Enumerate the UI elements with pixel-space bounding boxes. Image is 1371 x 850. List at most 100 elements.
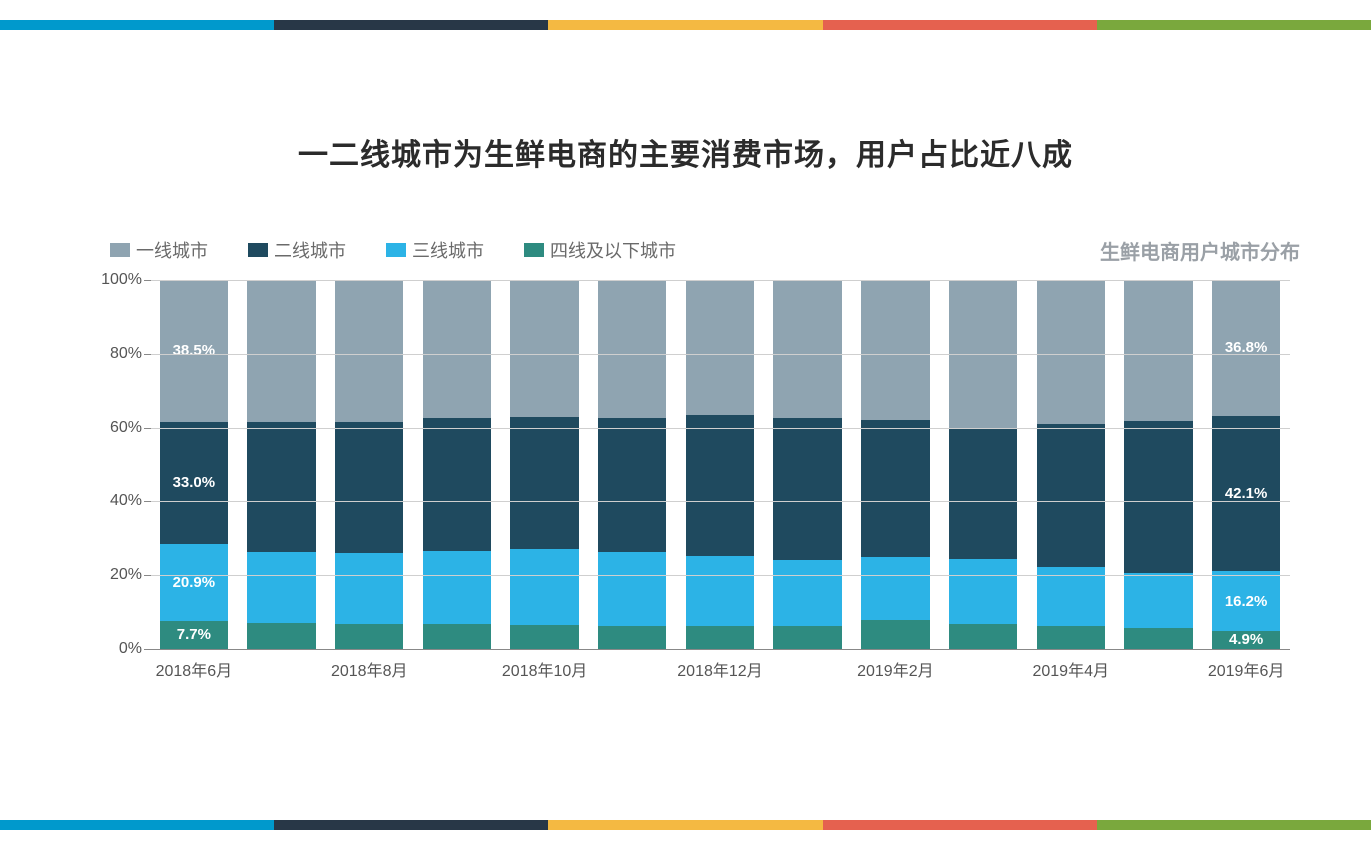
bar-segment — [1124, 628, 1192, 649]
bar-segment — [861, 420, 929, 557]
bar-segment: 38.5% — [160, 280, 228, 422]
bar-column — [413, 280, 501, 649]
stripe-segment — [0, 20, 274, 30]
x-tick-label — [238, 657, 326, 681]
x-tick-label — [1115, 657, 1203, 681]
stacked-bar — [1124, 280, 1192, 649]
bar-column — [1027, 280, 1115, 649]
stripe-segment — [823, 820, 1097, 830]
bar-column — [238, 280, 326, 649]
bar-segment — [335, 280, 403, 422]
stacked-bar — [510, 280, 578, 649]
bar-column — [939, 280, 1027, 649]
y-tick-label: 40% — [92, 492, 142, 510]
bar-segment — [510, 549, 578, 625]
stacked-bar — [861, 280, 929, 649]
bar-segment — [510, 280, 578, 417]
chart-subtitle: 生鲜电商用户城市分布 — [1100, 236, 1300, 265]
gridline — [150, 354, 1290, 355]
chart: 一线城市二线城市三线城市四线及以下城市生鲜电商用户城市分布 7.7%20.9%3… — [90, 235, 1300, 695]
bar-segment — [773, 560, 841, 626]
bar-column — [588, 280, 676, 649]
x-tick-label: 2018年12月 — [676, 657, 764, 681]
stacked-bar — [1037, 280, 1105, 649]
bar-column — [501, 280, 589, 649]
x-tick-label: 2019年4月 — [1027, 657, 1115, 681]
gridline — [150, 280, 1290, 281]
legend-row: 一线城市二线城市三线城市四线及以下城市生鲜电商用户城市分布 — [110, 235, 1300, 265]
stripe-segment — [1097, 20, 1371, 30]
bar-segment — [1037, 280, 1105, 424]
bar-segment — [949, 559, 1017, 624]
bar-segment: 16.2% — [1212, 571, 1280, 631]
stripe-segment — [1097, 820, 1371, 830]
gridline — [150, 428, 1290, 429]
y-tick-label: 80% — [92, 345, 142, 363]
stripe-segment — [548, 20, 822, 30]
y-tick-label: 0% — [92, 640, 142, 658]
bar-segment — [1124, 280, 1192, 421]
stacked-bar: 4.9% 16.2% 42.1% 36.8% — [1212, 280, 1280, 649]
bar-column: 7.7%20.9%33.0%38.5% — [150, 280, 238, 649]
y-tick-label: 20% — [92, 566, 142, 584]
bar-segment — [335, 553, 403, 624]
legend-label: 三线城市 — [412, 237, 484, 263]
stacked-bar — [335, 280, 403, 649]
legend-swatch — [524, 243, 544, 257]
x-axis-labels: 2018年6月 2018年8月 2018年10月 2018年12月 2019年2… — [150, 649, 1290, 681]
bar-segment — [335, 624, 403, 649]
bar-segment — [423, 280, 491, 418]
bar-segment — [949, 624, 1017, 649]
x-tick-label — [413, 657, 501, 681]
y-tick-label: 60% — [92, 419, 142, 437]
bar-segment — [686, 556, 754, 626]
bar-segment: 36.8% — [1212, 280, 1280, 416]
stacked-bar — [598, 280, 666, 649]
bar-segment — [598, 280, 666, 418]
bars-container: 7.7%20.9%33.0%38.5% 4.9% 16.2% 42.1% 36.8% — [150, 280, 1290, 649]
bar-segment — [423, 551, 491, 623]
bar-segment — [423, 418, 491, 551]
bar-segment-label: 4.9% — [1229, 631, 1263, 648]
x-tick-label: 2018年6月 — [150, 657, 238, 681]
bottom-stripe — [0, 820, 1371, 830]
bar-segment — [861, 620, 929, 649]
bar-segment — [510, 417, 578, 549]
bar-segment — [598, 626, 666, 649]
bar-segment: 7.7% — [160, 621, 228, 649]
x-tick-label: 2019年6月 — [1202, 657, 1290, 681]
stripe-segment — [0, 820, 274, 830]
x-tick-label — [588, 657, 676, 681]
bar-segment-label: 16.2% — [1225, 593, 1268, 610]
bar-segment — [686, 626, 754, 649]
gridline — [150, 575, 1290, 576]
legend-item: 四线及以下城市 — [524, 237, 676, 263]
stacked-bar — [773, 280, 841, 649]
bar-segment: 33.0% — [160, 422, 228, 544]
bar-segment — [773, 280, 841, 418]
bar-segment — [423, 624, 491, 649]
gridline — [150, 501, 1290, 502]
top-stripe — [0, 20, 1371, 30]
bar-segment — [686, 415, 754, 556]
bar-column — [852, 280, 940, 649]
stacked-bar — [247, 280, 315, 649]
bar-segment — [510, 625, 578, 649]
x-tick-label: 2019年2月 — [852, 657, 940, 681]
bar-segment — [1037, 567, 1105, 625]
legend-label: 二线城市 — [274, 237, 346, 263]
stripe-segment — [548, 820, 822, 830]
legend-swatch — [248, 243, 268, 257]
bar-column — [764, 280, 852, 649]
plot-inner: 7.7%20.9%33.0%38.5%4.9%16.2%42.1%36.8% 2… — [150, 280, 1290, 650]
bar-segment — [1037, 626, 1105, 649]
stacked-bar — [686, 280, 754, 649]
bar-segment — [335, 422, 403, 553]
slide-title: 一二线城市为生鲜电商的主要消费市场，用户占比近八成 — [0, 130, 1371, 174]
bar-segment-label: 42.1% — [1225, 485, 1268, 502]
bar-segment — [247, 552, 315, 623]
bar-segment — [598, 418, 666, 552]
y-tick-label: 100% — [92, 271, 142, 289]
bar-segment — [1124, 421, 1192, 573]
legend-item: 二线城市 — [248, 237, 346, 263]
